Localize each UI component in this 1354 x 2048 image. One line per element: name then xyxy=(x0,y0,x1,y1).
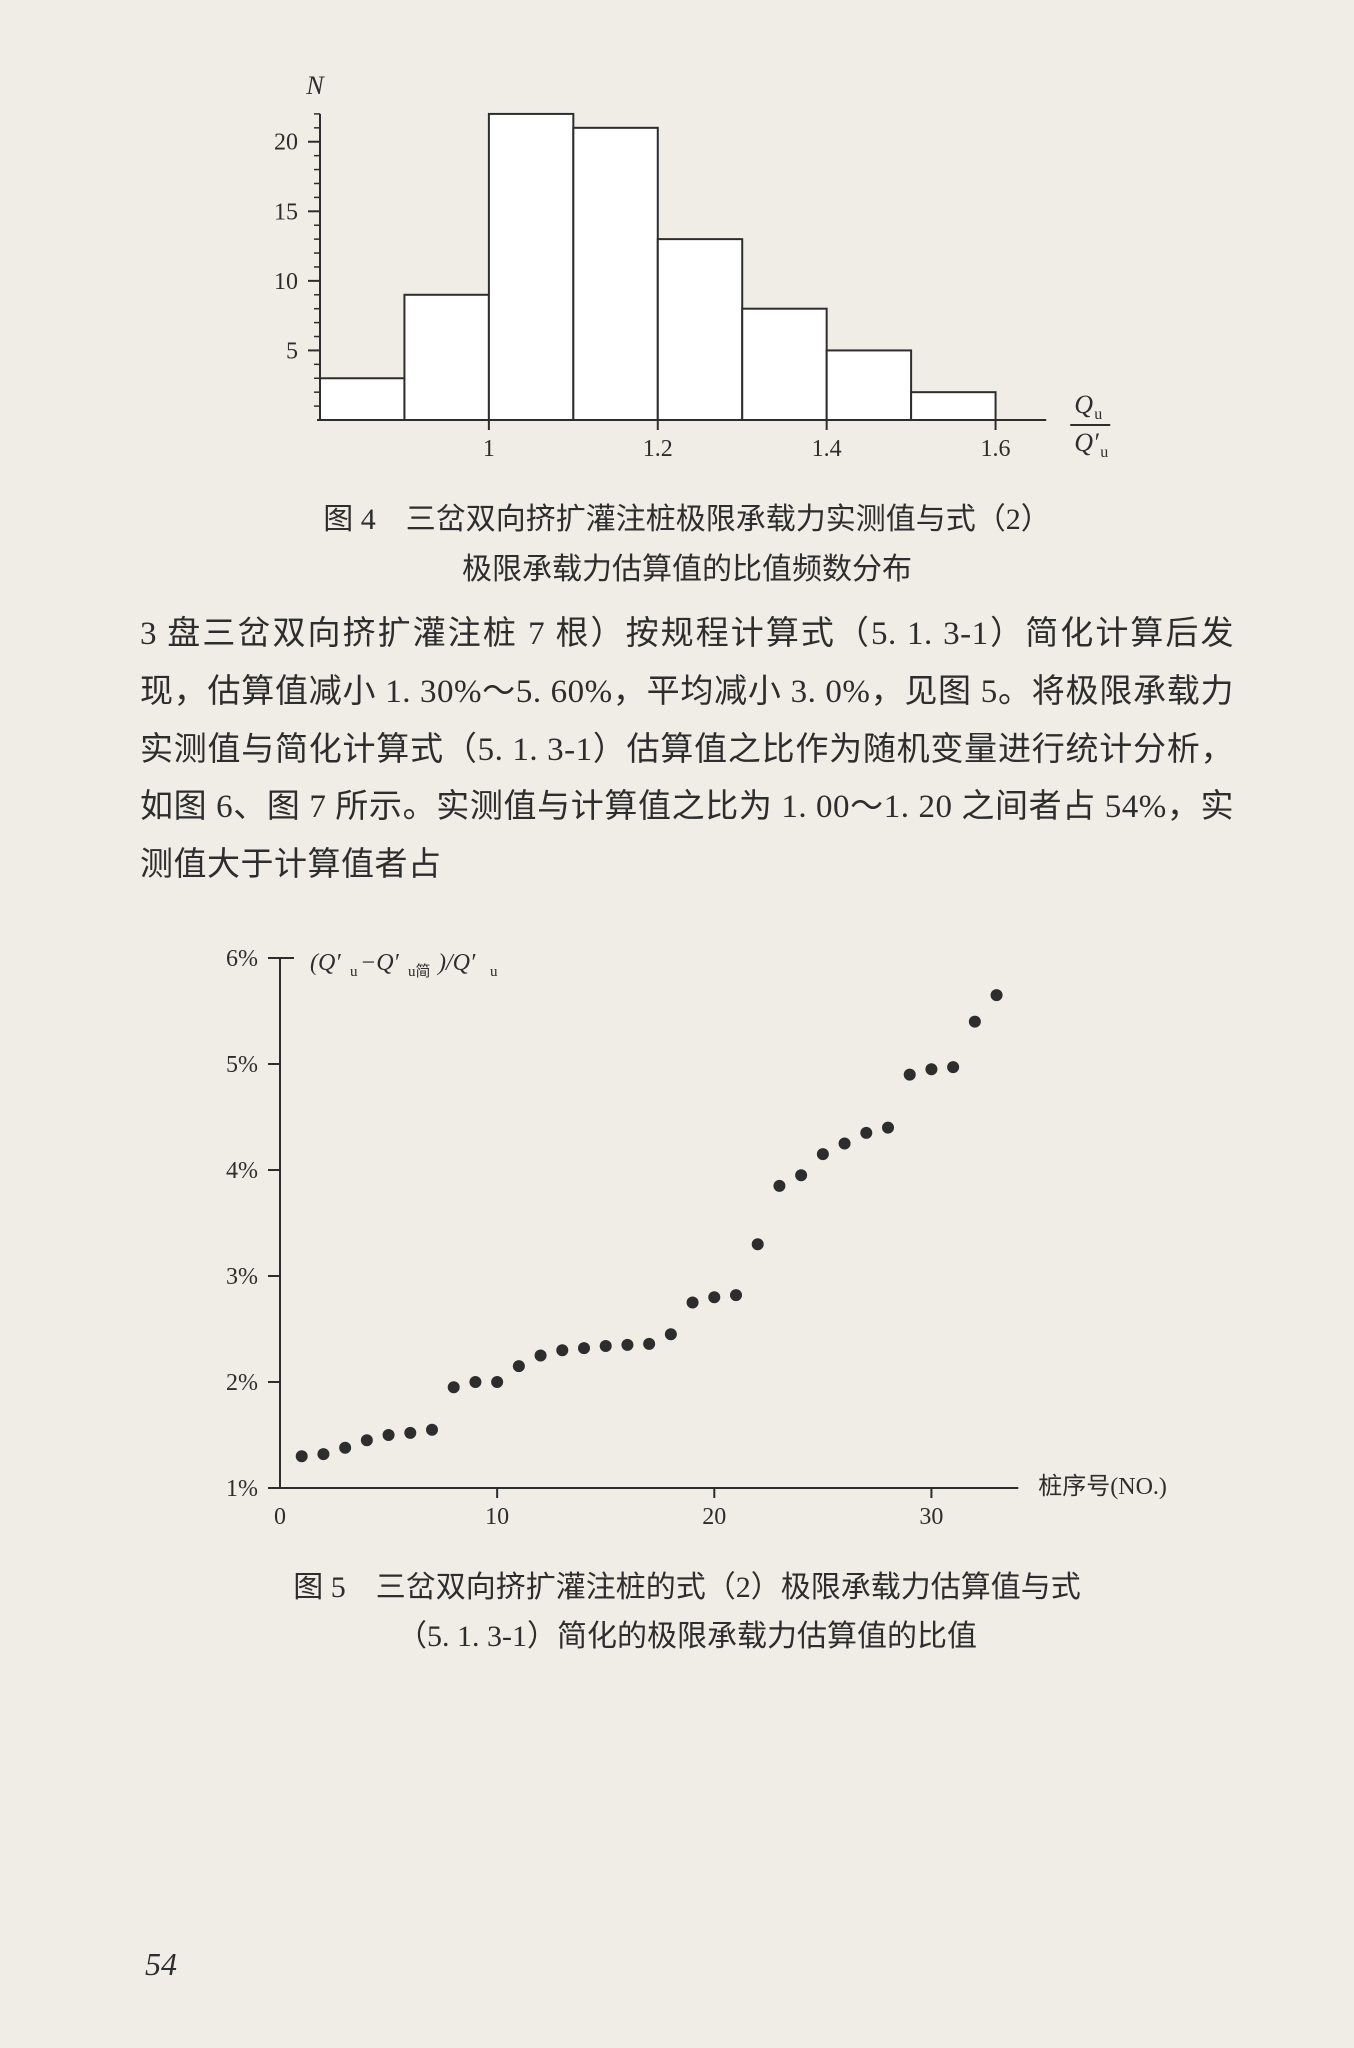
histogram-svg: 510152011.21.41.6NQuQ′u xyxy=(180,50,1230,480)
page-number: 54 xyxy=(145,1946,177,1983)
svg-text:Q′: Q′ xyxy=(1074,428,1099,457)
svg-text:Q: Q xyxy=(1074,390,1093,419)
svg-text:1.6: 1.6 xyxy=(981,436,1011,462)
svg-text:u: u xyxy=(1100,444,1108,461)
page: 510152011.21.41.6NQuQ′u 图 4 三岔双向挤扩灌注桩极限承… xyxy=(0,0,1354,2048)
svg-text:20: 20 xyxy=(274,130,298,156)
svg-text:20: 20 xyxy=(702,1504,726,1530)
svg-text:10: 10 xyxy=(485,1504,509,1530)
svg-text:15: 15 xyxy=(274,199,298,225)
scatter-chart: 1%2%3%4%5%6%0102030(Q′u−Q′u简)/Q′u桩序号(NO.… xyxy=(140,928,1234,1553)
histogram-chart: 510152011.21.41.6NQuQ′u xyxy=(180,50,1234,485)
figure5-caption-line1: 图 5 三岔双向挤扩灌注桩的式（2）极限承载力估算值与式 xyxy=(293,1571,1081,1604)
svg-text:0: 0 xyxy=(274,1504,286,1530)
svg-text:1.2: 1.2 xyxy=(643,436,673,462)
svg-text:1%: 1% xyxy=(226,1476,258,1502)
svg-text:5%: 5% xyxy=(226,1052,258,1078)
svg-text:10: 10 xyxy=(274,269,298,295)
svg-text:1.4: 1.4 xyxy=(812,436,842,462)
svg-text:4%: 4% xyxy=(226,1158,258,1184)
body-paragraph: 3 盘三岔双向挤扩灌注桩 7 根）按规程计算式（5. 1. 3-1）简化计算后发… xyxy=(140,606,1234,895)
svg-text:30: 30 xyxy=(919,1504,943,1530)
figure5-caption: 图 5 三岔双向挤扩灌注桩的式（2）极限承载力估算值与式 （5. 1. 3-1）… xyxy=(140,1563,1234,1662)
svg-text:桩序号(NO.): 桩序号(NO.) xyxy=(1038,1473,1167,1500)
svg-text:u: u xyxy=(1094,406,1102,423)
figure5-caption-line2: （5. 1. 3-1）简化的极限承载力估算值的比值 xyxy=(397,1620,977,1653)
svg-text:N: N xyxy=(305,71,325,100)
scatter-svg: 1%2%3%4%5%6%0102030(Q′u−Q′u简)/Q′u桩序号(NO.… xyxy=(140,928,1240,1548)
svg-text:u: u xyxy=(350,964,358,980)
svg-text:1: 1 xyxy=(483,436,495,462)
svg-text:u简: u简 xyxy=(408,963,431,980)
figure4-caption-line2: 极限承载力估算值的比值频数分布 xyxy=(462,553,912,586)
figure4-caption-line1: 图 4 三岔双向挤扩灌注桩极限承载力实测值与式（2） xyxy=(323,503,1051,536)
svg-text:5: 5 xyxy=(286,338,298,364)
svg-text:−Q′: −Q′ xyxy=(360,950,400,976)
svg-text:2%: 2% xyxy=(226,1370,258,1396)
svg-text:6%: 6% xyxy=(226,946,258,972)
svg-text:)/Q′: )/Q′ xyxy=(436,950,476,976)
svg-text:3%: 3% xyxy=(226,1264,258,1290)
svg-text:u: u xyxy=(490,964,498,980)
svg-text:(Q′: (Q′ xyxy=(310,950,341,976)
figure4-caption: 图 4 三岔双向挤扩灌注桩极限承载力实测值与式（2） 极限承载力估算值的比值频数… xyxy=(140,495,1234,594)
